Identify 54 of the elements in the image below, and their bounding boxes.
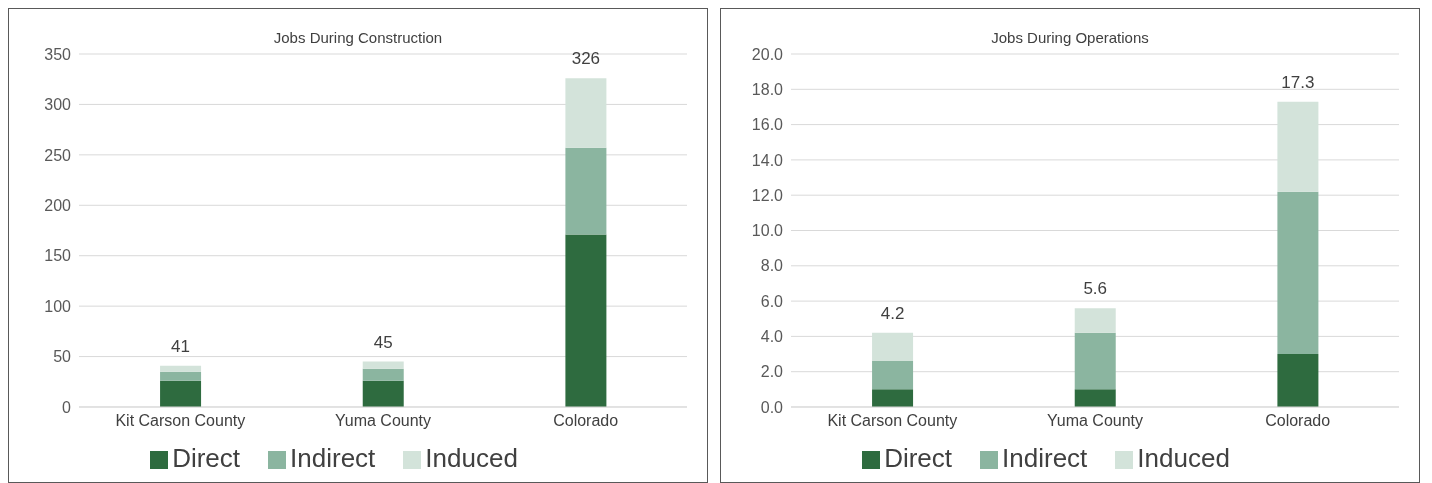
y-tick-label: 50 [53, 348, 72, 366]
x-tick-label: Kit Carson County [827, 412, 958, 430]
x-tick-label: Kit Carson County [115, 412, 246, 430]
bar [160, 371, 202, 381]
y-tick-label: 100 [44, 297, 72, 315]
bar [565, 234, 607, 407]
y-tick-label: 2.0 [760, 363, 784, 381]
y-tick-label: 6.0 [760, 292, 784, 310]
y-tick-label: 8.0 [760, 257, 784, 275]
bar [1074, 389, 1116, 407]
legend-label: Indirect [290, 443, 376, 473]
y-tick-label: 350 [44, 45, 72, 63]
legend-label: Direct [884, 443, 953, 473]
legend-label: Indirect [1002, 443, 1088, 473]
x-tick-label: Yuma County [334, 412, 432, 430]
x-tick-label: Yuma County [1046, 412, 1144, 430]
legend-label: Direct [172, 443, 241, 473]
legend-label: Induced [1137, 443, 1230, 473]
bar [872, 389, 914, 407]
total-label: 326 [571, 49, 601, 69]
total-label: 41 [171, 336, 191, 356]
y-tick-label: 0.0 [760, 398, 784, 416]
bar [362, 368, 404, 381]
y-tick-label: 4.0 [760, 328, 784, 346]
total-label: 45 [373, 332, 393, 352]
bar [1277, 354, 1319, 407]
chart-title: Jobs During Operations [990, 29, 1150, 46]
bar [1074, 332, 1116, 390]
bar [565, 147, 607, 235]
bar [872, 361, 914, 390]
y-tick-label: 16.0 [751, 116, 784, 134]
y-tick-label: 18.0 [751, 80, 784, 98]
y-tick-label: 250 [44, 146, 72, 164]
bar [160, 380, 202, 407]
x-tick-label: Colorado [1265, 412, 1331, 430]
total-label: 17.3 [1281, 72, 1315, 92]
y-tick-label: 14.0 [751, 151, 784, 169]
bar [1277, 191, 1319, 355]
y-tick-label: 200 [44, 196, 72, 214]
y-tick-label: 300 [44, 96, 72, 114]
y-tick-label: 150 [44, 247, 72, 265]
y-tick-label: 10.0 [751, 222, 784, 240]
x-tick-label: Colorado [553, 412, 619, 430]
bar [362, 380, 404, 407]
bar [362, 361, 404, 369]
chart-title: Jobs During Construction [272, 29, 444, 46]
total-label: 4.2 [880, 303, 905, 323]
total-label: 5.6 [1083, 279, 1108, 299]
y-tick-label: 20.0 [751, 45, 784, 63]
y-tick-label: 12.0 [751, 186, 784, 204]
bar [160, 365, 202, 372]
y-tick-label: 0 [62, 398, 72, 416]
legend-label: Induced [425, 443, 518, 473]
bar [1074, 308, 1116, 333]
